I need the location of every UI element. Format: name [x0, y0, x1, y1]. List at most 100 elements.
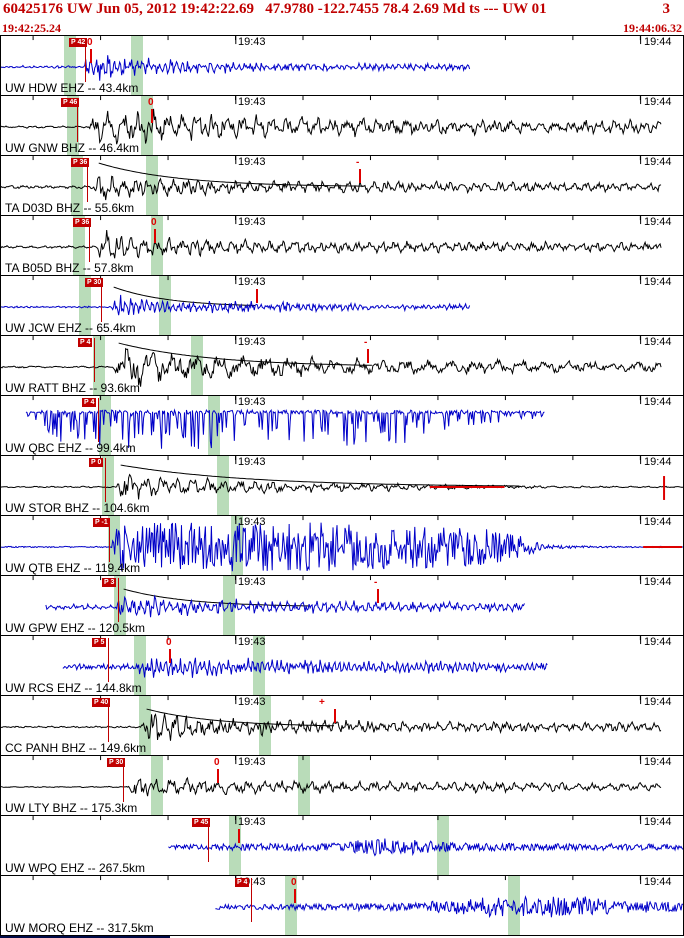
pick-pole[interactable] — [98, 398, 99, 442]
waveform-panel[interactable]: 19:43 19:44 P 4 UW QBC EHZ -- 99.4km — [1, 396, 683, 456]
pick-mark-tick[interactable] — [90, 49, 92, 63]
pick-mark[interactable]: - — [364, 337, 368, 348]
minute-label: 19:44 — [644, 336, 672, 348]
minute-label: 19:43 — [238, 756, 266, 768]
seismogram-trace[interactable] — [1, 216, 683, 275]
pick-pole[interactable] — [208, 818, 209, 862]
pick-mark[interactable]: - — [356, 157, 360, 168]
pick-pole[interactable] — [87, 158, 88, 202]
pick-mark-tick[interactable] — [256, 289, 258, 303]
green-highlight-band — [159, 276, 171, 335]
green-highlight-band — [67, 96, 79, 155]
pick-pole[interactable] — [94, 338, 95, 382]
p-pick-flag[interactable]: P 42 — [69, 38, 88, 47]
p-pick-flag[interactable]: P 4 — [82, 398, 97, 407]
pick-mark-tick[interactable] — [154, 229, 156, 243]
pick-mark[interactable]: 0 — [291, 877, 297, 888]
p-pick-flag[interactable]: P 30 — [85, 278, 104, 287]
waveform-panel[interactable]: 19:43 19:44 P -1 UW QTB EHZ -- 119.4km — [1, 516, 683, 576]
minute-label: 19:44 — [644, 816, 672, 828]
pick-pole[interactable] — [85, 38, 86, 82]
pick-mark-tick[interactable] — [359, 169, 361, 183]
waveform-panel[interactable]: 19:43 19:44 P 30 UW JCW EHZ -- 65.4km — [1, 276, 683, 336]
waveform-panel[interactable]: 19:43 19:44 P 42 0 UW HDW EHZ -- 43.4km — [1, 36, 683, 96]
seismogram-trace[interactable] — [1, 636, 683, 695]
waveform-panel[interactable]: 19:43 19:44 P 0 UW STOR BHZ -- 104.6km — [1, 456, 683, 516]
waveform-panel[interactable]: 19:43 19:44 P 36 - TA D03D BHZ -- 55.6km — [1, 156, 683, 216]
time-window-row: 19:42:25.24 19:44:06.32 — [0, 21, 684, 35]
station-label: UW MORQ EHZ -- 317.5km — [5, 921, 154, 935]
pick-mark-tick[interactable] — [367, 349, 369, 363]
pick-pole[interactable] — [108, 698, 109, 742]
green-highlight-band — [93, 336, 105, 395]
waveform-panel[interactable]: 19:43 19:44 P 40 + CC PANH BHZ -- 149.6km — [1, 696, 683, 756]
waveform-path — [1, 522, 683, 572]
green-highlight-band — [208, 396, 220, 455]
minute-label: 19:43 — [238, 456, 266, 468]
pick-pole[interactable] — [118, 578, 119, 622]
seismogram-trace[interactable] — [1, 456, 683, 515]
pick-pole[interactable] — [77, 98, 78, 142]
minute-label: 19:44 — [644, 36, 672, 48]
seismogram-trace[interactable] — [1, 36, 683, 95]
seismogram-trace[interactable] — [1, 96, 683, 155]
pick-mark-tick[interactable] — [334, 709, 336, 723]
station-label: UW HDW EHZ -- 43.4km — [5, 81, 139, 95]
pick-mark-tick[interactable] — [217, 769, 219, 783]
waveform-panel[interactable]: 19:43 19:44 P 5 0 UW RCS EHZ -- 144.8km — [1, 636, 683, 696]
pick-mark[interactable]: 0 — [148, 97, 154, 108]
pick-mark-tick[interactable] — [294, 889, 296, 903]
pick-mark[interactable]: + — [319, 697, 325, 708]
pick-mark-tick[interactable] — [151, 109, 153, 123]
pick-mark[interactable]: 0 — [214, 757, 220, 768]
pick-mark[interactable]: 0 — [166, 637, 172, 648]
waveform-panel[interactable]: 19:43 19:44 P 45 UW WPQ EHZ -- 267.5km — [1, 816, 683, 876]
pick-mark[interactable]: 0 — [151, 217, 157, 228]
seismogram-trace[interactable] — [1, 156, 683, 215]
p-pick-flag[interactable]: P 4 — [78, 338, 93, 347]
p-pick-flag[interactable]: P 0 — [89, 458, 104, 467]
green-highlight-band — [146, 156, 158, 215]
pick-pole[interactable] — [123, 758, 124, 802]
seismogram-trace[interactable] — [1, 756, 683, 815]
pick-pole[interactable] — [89, 218, 90, 262]
waveform-path — [1, 776, 662, 797]
pick-mark-tick[interactable] — [169, 649, 171, 663]
waveform-panel[interactable]: 19:43 19:44 P 30 0 UW LTY BHZ -- 175.3km — [1, 756, 683, 816]
waveform-panel[interactable]: 19:43 19:44 P 4 - UW RATT BHZ -- 93.6km — [1, 336, 683, 396]
pick-mark[interactable]: 0 — [87, 37, 93, 48]
p-pick-flag[interactable]: P 40 — [92, 698, 111, 707]
green-highlight-band — [64, 36, 76, 95]
pick-pole[interactable] — [108, 638, 109, 682]
waveform-panel[interactable]: 19:43 19:44 P 3 - UW GPW EHZ -- 120.5km — [1, 576, 683, 636]
pick-pole[interactable] — [109, 518, 110, 562]
p-pick-flag[interactable]: P 36 — [73, 218, 92, 227]
pick-pole[interactable] — [101, 278, 102, 322]
p-pick-flag[interactable]: P 5 — [92, 638, 107, 647]
pick-pole[interactable] — [251, 878, 252, 922]
seismogram-trace[interactable] — [1, 696, 683, 755]
p-pick-flag[interactable]: P 45 — [192, 818, 211, 827]
green-highlight-band — [71, 156, 83, 215]
seismogram-trace[interactable] — [1, 396, 683, 455]
p-pick-flag[interactable]: P 46 — [61, 98, 80, 107]
seismogram-trace[interactable] — [1, 576, 683, 635]
waveform-panel[interactable]: 19:43 19:44 P 36 0 TA B05D BHZ -- 57.8km — [1, 216, 683, 276]
p-pick-flag[interactable]: P 4 — [235, 878, 250, 887]
p-pick-flag[interactable]: P -1 — [93, 518, 110, 527]
p-pick-flag[interactable]: P 3 — [102, 578, 117, 587]
p-pick-flag[interactable]: P 30 — [107, 758, 126, 767]
pick-mark[interactable]: - — [374, 577, 378, 588]
seismogram-trace[interactable] — [1, 336, 683, 395]
waveform-panel[interactable]: 19:43 19:44 P 46 0 UW GNW BHZ -- 46.4km — [1, 96, 683, 156]
minute-label: 19:44 — [644, 636, 672, 648]
pick-mark-tick[interactable] — [377, 589, 379, 603]
pick-pole[interactable] — [105, 458, 106, 502]
p-pick-flag[interactable]: P 36 — [71, 158, 90, 167]
minute-label: 19:44 — [644, 756, 672, 768]
pick-mark-tick[interactable] — [238, 829, 240, 843]
station-label: UW STOR BHZ -- 104.6km — [5, 501, 150, 515]
seismogram-trace[interactable] — [1, 816, 683, 875]
